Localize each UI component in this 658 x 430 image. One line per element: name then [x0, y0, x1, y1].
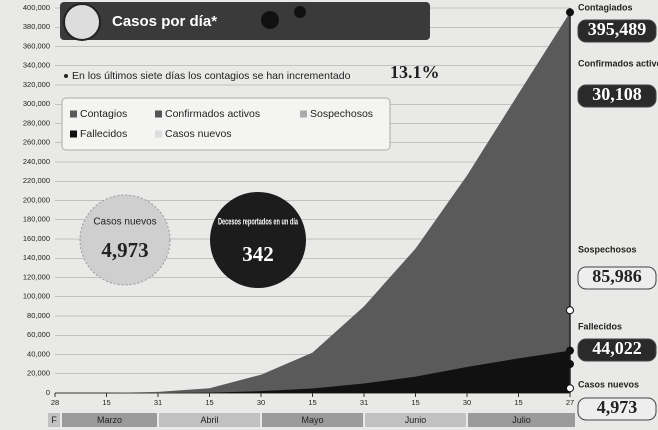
y-tick-label: 240,000: [23, 157, 50, 166]
header-icon: [64, 4, 100, 40]
legend-swatch: [155, 111, 162, 118]
x-tick-label: 27: [566, 398, 574, 407]
y-tick-label: 200,000: [23, 195, 50, 204]
legend-label: Contagios: [80, 108, 127, 120]
highlight-circle: [210, 192, 306, 288]
callout-label: Contagiados: [578, 2, 633, 12]
virus-deco: [261, 11, 279, 29]
legend-label: Sospechosos: [310, 108, 373, 120]
y-tick-label: 280,000: [23, 118, 50, 127]
legend-swatch: [155, 131, 162, 138]
month-label: Marzo: [97, 415, 122, 425]
y-tick-label: 320,000: [23, 80, 50, 89]
callout-label: Fallecidos: [578, 321, 622, 331]
month-label: Mayo: [301, 415, 323, 425]
y-tick-label: 160,000: [23, 234, 50, 243]
end-marker: [567, 347, 574, 354]
y-tick-label: 40,000: [27, 349, 50, 358]
end-marker: [567, 361, 574, 368]
y-tick-label: 0: [46, 388, 50, 397]
chart: 0 20,000 40,000 60,000 80,000 100,000 120,000 1…: [0, 0, 658, 430]
annotation-text: En los últimos siete días los contagios …: [72, 70, 351, 82]
highlight-value: 4,973: [101, 238, 148, 262]
y-tick-label: 300,000: [23, 99, 50, 108]
x-tick-label: 15: [411, 398, 419, 407]
month-label: F: [51, 415, 57, 425]
y-tick-label: 120,000: [23, 272, 50, 281]
x-tick-label: 30: [257, 398, 265, 407]
legend-swatch: [70, 111, 77, 118]
callout-value: 30,108: [592, 84, 642, 104]
virus-deco: [294, 6, 306, 18]
y-tick-label: 80,000: [27, 311, 50, 320]
y-tick-label: 400,000: [23, 3, 50, 12]
legend-label: Casos nuevos: [165, 128, 232, 140]
y-tick-label: 360,000: [23, 41, 50, 50]
month-label: Julio: [512, 415, 531, 425]
x-tick-label: 15: [102, 398, 110, 407]
y-tick-label: 140,000: [23, 253, 50, 262]
y-tick-label: 20,000: [27, 369, 50, 378]
legend-box: [62, 98, 390, 150]
month-label: Junio: [405, 415, 427, 425]
x-tick-label: 15: [308, 398, 316, 407]
callout-value: 85,986: [592, 266, 642, 286]
highlight-label: Casos nuevos: [93, 217, 156, 228]
x-tick-label: 15: [205, 398, 213, 407]
y-tick-label: 100,000: [23, 292, 50, 301]
callout-value: 4,973: [597, 397, 638, 417]
x-tick-label: 31: [154, 398, 162, 407]
callout-label: Casos nuevos: [578, 379, 639, 389]
highlight-value: 342: [242, 242, 274, 266]
legend-swatch: [70, 131, 77, 138]
x-tick-label: 28: [51, 398, 59, 407]
end-marker: [567, 9, 574, 16]
callout-value: 395,489: [588, 19, 647, 39]
highlight-label: Decesos reportados en un día: [218, 217, 298, 228]
legend-swatch: [300, 111, 307, 118]
callout-label: Confirmados activos: [578, 58, 658, 68]
y-tick-label: 60,000: [27, 330, 50, 339]
y-tick-label: 340,000: [23, 61, 50, 70]
x-tick-label: 31: [360, 398, 368, 407]
x-tick-label: 30: [463, 398, 471, 407]
y-tick-label: 180,000: [23, 215, 50, 224]
y-tick-label: 260,000: [23, 138, 50, 147]
legend-label: Fallecidos: [80, 128, 127, 140]
callout-value: 44,022: [592, 338, 642, 358]
x-tick-label: 15: [514, 398, 522, 407]
bullet: [64, 74, 68, 78]
callout-label: Sospechosos: [578, 244, 637, 254]
end-marker: [567, 307, 574, 314]
month-label: Abril: [200, 415, 218, 425]
y-tick-label: 380,000: [23, 22, 50, 31]
legend-label: Confirmados activos: [165, 108, 260, 120]
chart-title: Casos por día*: [112, 13, 217, 30]
annotation-value: 13.1%: [390, 62, 440, 82]
y-tick-label: 220,000: [23, 176, 50, 185]
end-marker: [567, 385, 574, 392]
